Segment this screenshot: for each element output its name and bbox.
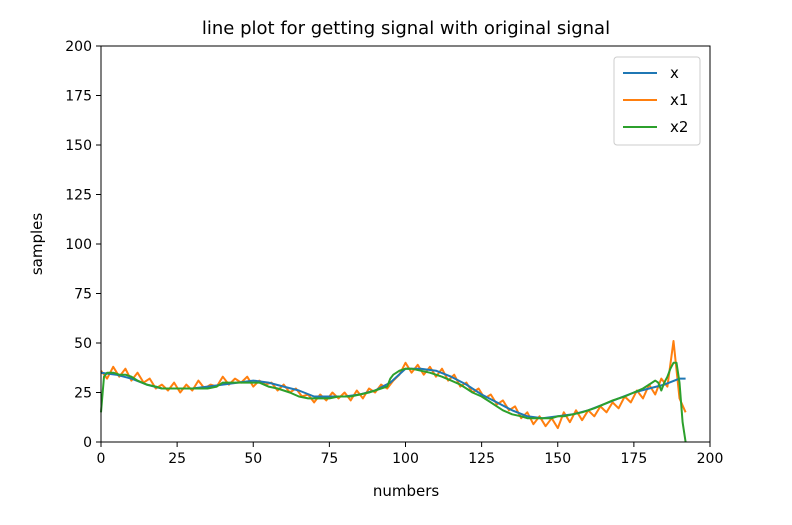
series-line-x1 bbox=[100, 340, 687, 430]
x-tick-label: 50 bbox=[244, 451, 262, 467]
y-tick-label: 175 bbox=[65, 89, 92, 105]
x-tick-label: 175 bbox=[621, 451, 648, 467]
x-tick-label: 125 bbox=[468, 451, 495, 467]
x-tick-label: 75 bbox=[320, 451, 338, 467]
y-tick-label: 0 bbox=[83, 435, 92, 451]
legend-label-x2: x2 bbox=[670, 118, 688, 136]
y-tick-label: 200 bbox=[65, 39, 92, 55]
legend: x x1 x2 bbox=[613, 56, 701, 146]
chart-title: line plot for getting signal with origin… bbox=[202, 18, 610, 39]
x-axis: 0 25 50 75 100 125 150 175 200 bbox=[97, 442, 724, 467]
series-line-x2 bbox=[100, 361, 687, 443]
y-tick-label: 75 bbox=[74, 287, 92, 303]
x-axis-label: numbers bbox=[373, 482, 440, 500]
y-tick-label: 25 bbox=[74, 386, 92, 402]
legend-label-x: x bbox=[670, 64, 679, 82]
x-tick-label: 100 bbox=[392, 451, 419, 467]
x-tick-label: 0 bbox=[97, 451, 106, 467]
y-axis-label: samples bbox=[28, 213, 46, 276]
series-layer bbox=[100, 340, 687, 443]
x-tick-label: 200 bbox=[697, 451, 724, 467]
y-tick-label: 50 bbox=[74, 336, 92, 352]
y-tick-label: 150 bbox=[65, 138, 92, 154]
x-tick-label: 150 bbox=[544, 451, 571, 467]
y-tick-label: 125 bbox=[65, 188, 92, 204]
y-tick-label: 100 bbox=[65, 237, 92, 253]
legend-label-x1: x1 bbox=[670, 91, 688, 109]
x-tick-label: 25 bbox=[168, 451, 186, 467]
y-axis: 0 25 50 75 100 125 150 175 200 bbox=[65, 39, 101, 451]
